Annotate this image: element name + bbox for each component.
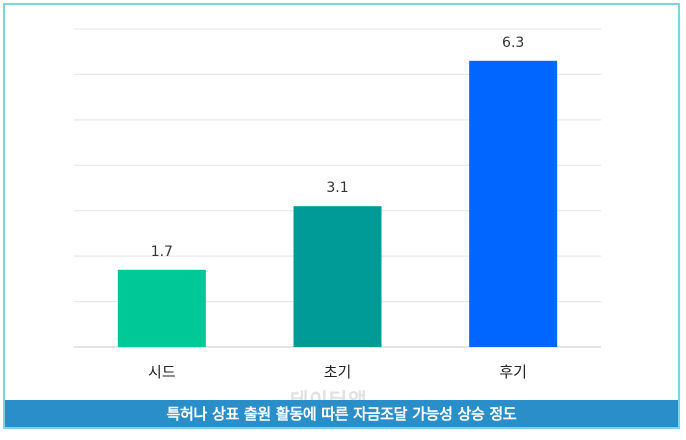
data-label-1: 3.1 <box>326 180 348 196</box>
data-label-2: 6.3 <box>502 35 524 51</box>
category-label-0: 시드 <box>148 363 176 381</box>
bars <box>117 60 558 348</box>
data-labels: 1.7 3.1 6.3 <box>151 35 525 260</box>
caption-bar: 특허나 상표 출원 활동에 따른 자금조달 가능성 상승 정도 <box>5 400 678 427</box>
bar-2 <box>469 60 558 348</box>
category-ticks: 시드 초기 후기 <box>148 363 527 381</box>
data-label-0: 1.7 <box>151 244 173 260</box>
bar-0 <box>117 269 206 347</box>
category-label-2: 후기 <box>499 363 527 381</box>
category-label-1: 초기 <box>324 363 352 381</box>
bar-1 <box>293 206 382 347</box>
